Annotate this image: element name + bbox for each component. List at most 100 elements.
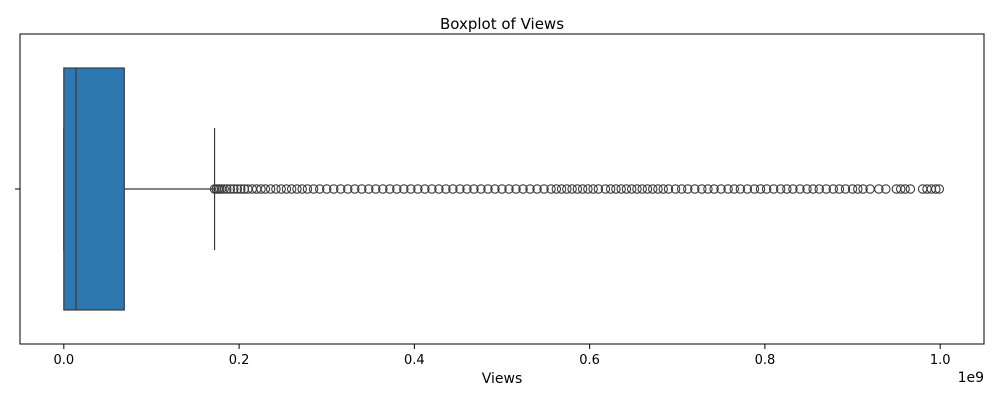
outlier-point [593, 184, 604, 194]
outlier-point [427, 184, 437, 194]
x-axis-ticks: 0.0 0.2 0.4 0.6 0.8 1.0 [53, 344, 951, 368]
outlier-point [219, 184, 229, 194]
outlier-point [434, 184, 444, 194]
outlier-point [286, 184, 297, 194]
outlier-point [297, 184, 307, 194]
outlier-point [385, 184, 395, 194]
x-tick-label: 0.0 [53, 353, 74, 368]
outlier-point [840, 184, 851, 194]
x-axis-label: Views [482, 371, 523, 387]
outlier-point [546, 184, 556, 194]
outlier-point [232, 184, 243, 194]
outlier-point [281, 184, 292, 194]
outlier-point [588, 184, 598, 194]
outlier-point [900, 184, 910, 194]
outlier-point [476, 184, 486, 194]
outlier-point [321, 184, 332, 194]
outlier-point [577, 184, 588, 194]
outlier-point [858, 184, 868, 194]
outlier-point [236, 184, 246, 194]
outlier-point [697, 184, 707, 194]
outlier-point [572, 184, 583, 194]
outlier-point [616, 184, 626, 194]
outlier-point [605, 184, 616, 194]
chart-title: Boxplot of Views [440, 15, 564, 33]
iqr-box [63, 67, 125, 311]
outlier-point [934, 184, 945, 194]
outlier-point [567, 184, 577, 194]
outlier-point [642, 184, 653, 194]
outlier-point [504, 184, 514, 194]
outlier-point [551, 184, 562, 194]
x-tick-label: 0.6 [579, 353, 600, 368]
outlier-point [653, 184, 663, 194]
outlier-point [795, 184, 805, 194]
outlier-point [663, 184, 674, 194]
outlier-point [350, 184, 360, 194]
outlier-point [703, 184, 713, 194]
outlier-point [808, 184, 818, 194]
outlier-point [828, 184, 839, 194]
x-tick-label: 1.0 [930, 353, 951, 368]
outlier-point [292, 184, 302, 194]
outlier-point [511, 184, 521, 194]
outlier-point [328, 184, 339, 194]
outlier-point [621, 184, 632, 194]
x-tick-label: 0.2 [229, 353, 250, 368]
outlier-point [881, 184, 891, 194]
outlier-point [399, 184, 409, 194]
outlier-point [420, 184, 430, 194]
outlier-point [455, 184, 465, 194]
outlier-point [539, 184, 549, 194]
outlier-point [761, 184, 772, 194]
outlier-point [441, 184, 451, 194]
outlier-point [690, 184, 700, 194]
outlier-point [647, 184, 658, 194]
outlier-point [874, 184, 884, 194]
outlier-point [497, 184, 507, 194]
outlier-point [821, 184, 832, 194]
outlier-point [611, 184, 621, 194]
outlier-point [802, 184, 812, 194]
outlier-point [735, 184, 746, 194]
outlier-point [364, 184, 374, 194]
outlier-point [222, 184, 232, 194]
outlier-point [775, 184, 786, 194]
outlier-point [931, 184, 941, 194]
outlier-point [853, 184, 863, 194]
x-tick-label: 0.8 [755, 353, 776, 368]
outlier-point [483, 184, 493, 194]
outlier-point [490, 184, 500, 194]
outlier-point [406, 184, 416, 194]
outlier-point [448, 184, 458, 194]
outlier-point [676, 184, 687, 194]
outlier-point [749, 184, 760, 194]
x-axis-scale-label: 1e9 [958, 370, 984, 386]
outlier-point [532, 184, 542, 194]
outlier-point [709, 184, 719, 194]
x-tick-label: 0.4 [404, 353, 425, 368]
outlier-point [670, 184, 681, 194]
outlier-point [271, 184, 281, 194]
outlier-point [723, 184, 733, 194]
outlier-point [276, 184, 286, 194]
outlier-point [392, 184, 402, 194]
outlier-point [782, 184, 792, 194]
outlier-point [814, 184, 824, 194]
outlier-point [229, 184, 239, 194]
outlier-point [637, 184, 647, 194]
outlier-point [302, 184, 313, 194]
outlier-point [378, 184, 388, 194]
outlier-point [562, 184, 572, 194]
plot-area [63, 67, 945, 311]
outlier-point [308, 184, 319, 194]
outlier-point [265, 184, 276, 194]
outlier-point [895, 184, 906, 194]
outlier-point [834, 184, 845, 194]
outlier-point [788, 184, 798, 194]
outlier-point [905, 184, 916, 194]
outlier-point [260, 184, 271, 194]
outlier-point [469, 184, 479, 194]
outlier-point [683, 184, 693, 194]
